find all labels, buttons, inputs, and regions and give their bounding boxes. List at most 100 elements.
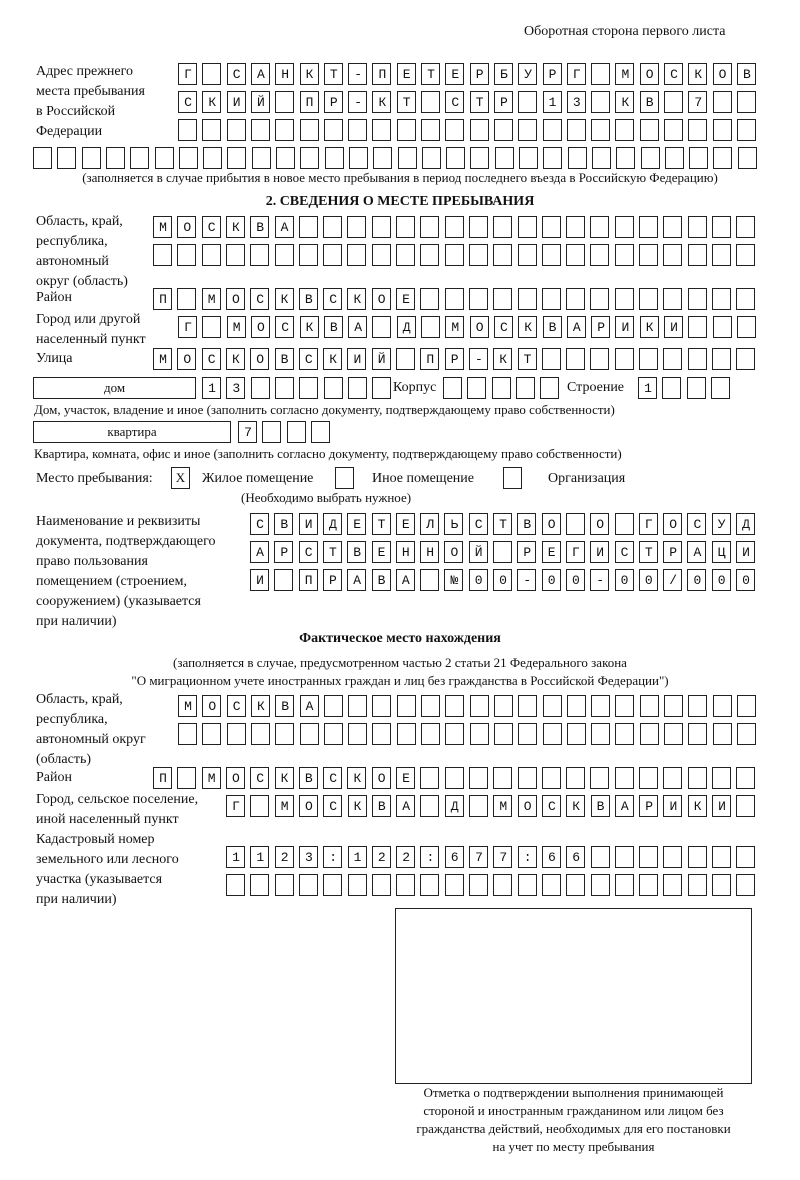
char-cell[interactable] (177, 348, 197, 370)
char-cell[interactable] (274, 846, 294, 868)
checkbox-organization[interactable] (503, 467, 522, 489)
char-cell[interactable] (517, 767, 537, 789)
char-cell[interactable] (639, 795, 659, 817)
char-cell[interactable] (396, 244, 415, 266)
char-cell[interactable] (299, 119, 319, 141)
char-cell[interactable] (663, 348, 683, 370)
char-cell[interactable] (226, 874, 245, 896)
char-cell[interactable] (57, 147, 77, 169)
char-cell[interactable] (323, 874, 343, 896)
char-cell[interactable] (153, 216, 172, 238)
char-cell[interactable] (517, 874, 537, 896)
char-cell[interactable] (638, 569, 658, 591)
char-cell[interactable] (201, 767, 221, 789)
char-cell[interactable] (469, 316, 489, 338)
char-cell[interactable] (324, 147, 344, 169)
char-cell[interactable] (639, 846, 659, 868)
char-cell[interactable] (347, 244, 367, 266)
char-cell[interactable] (323, 723, 343, 745)
char-cell[interactable] (663, 216, 683, 238)
char-cell[interactable] (299, 316, 319, 338)
char-cell[interactable] (590, 795, 610, 817)
char-cell[interactable] (201, 348, 221, 370)
char-cell[interactable] (566, 795, 586, 817)
char-cell[interactable] (347, 216, 367, 238)
char-cell[interactable] (347, 569, 367, 591)
char-cell[interactable] (371, 541, 391, 563)
char-cell[interactable] (322, 513, 342, 535)
char-cell[interactable] (226, 846, 245, 868)
char-cell[interactable] (445, 63, 465, 85)
char-cell[interactable] (542, 723, 562, 745)
char-cell[interactable] (274, 541, 294, 563)
char-cell[interactable] (614, 244, 634, 266)
char-cell[interactable] (371, 348, 391, 370)
char-cell[interactable] (323, 846, 343, 868)
char-cell[interactable] (638, 377, 657, 399)
char-cell[interactable] (177, 216, 197, 238)
char-cell[interactable] (420, 541, 440, 563)
char-cell[interactable] (711, 348, 731, 370)
char-cell[interactable] (566, 91, 586, 113)
char-cell[interactable] (250, 767, 270, 789)
char-cell[interactable] (445, 119, 465, 141)
char-cell[interactable] (541, 216, 561, 238)
char-cell[interactable] (493, 723, 513, 745)
char-cell[interactable] (639, 316, 659, 338)
char-cell[interactable] (468, 216, 488, 238)
char-cell[interactable] (687, 348, 707, 370)
char-cell[interactable] (372, 316, 392, 338)
char-cell[interactable] (298, 767, 318, 789)
char-cell[interactable] (664, 119, 683, 141)
char-cell[interactable] (274, 513, 294, 535)
char-cell[interactable] (225, 288, 245, 310)
char-cell[interactable] (226, 377, 246, 399)
char-cell[interactable] (299, 695, 319, 717)
char-cell[interactable] (347, 348, 367, 370)
char-cell[interactable] (493, 119, 513, 141)
char-cell[interactable] (638, 541, 658, 563)
char-cell[interactable] (348, 63, 368, 85)
char-cell[interactable] (225, 244, 245, 266)
char-cell[interactable] (491, 377, 511, 399)
house-type-field[interactable]: дом (33, 377, 196, 399)
char-cell[interactable] (395, 541, 415, 563)
char-cell[interactable] (201, 216, 221, 238)
char-cell[interactable] (81, 147, 101, 169)
char-cell[interactable] (614, 513, 634, 535)
char-cell[interactable] (226, 63, 246, 85)
char-cell[interactable] (177, 767, 197, 789)
char-cell[interactable] (736, 244, 756, 266)
char-cell[interactable] (420, 348, 440, 370)
char-cell[interactable] (420, 874, 440, 896)
char-cell[interactable] (274, 795, 294, 817)
char-cell[interactable] (591, 147, 611, 169)
char-cell[interactable] (250, 513, 269, 535)
char-cell[interactable] (566, 767, 586, 789)
char-cell[interactable] (518, 695, 538, 717)
char-cell[interactable] (517, 846, 537, 868)
char-cell[interactable] (372, 377, 392, 399)
char-cell[interactable] (203, 147, 223, 169)
char-cell[interactable] (371, 846, 391, 868)
char-cell[interactable] (275, 695, 295, 717)
char-cell[interactable] (590, 513, 610, 535)
char-cell[interactable] (250, 91, 270, 113)
char-cell[interactable] (664, 723, 683, 745)
char-cell[interactable] (517, 795, 537, 817)
char-cell[interactable] (711, 288, 731, 310)
char-cell[interactable] (323, 767, 343, 789)
char-cell[interactable] (396, 91, 416, 113)
char-cell[interactable] (713, 147, 733, 169)
char-cell[interactable] (493, 795, 513, 817)
char-cell[interactable] (202, 377, 221, 399)
char-cell[interactable] (347, 767, 367, 789)
char-cell[interactable] (639, 119, 659, 141)
char-cell[interactable] (469, 874, 488, 896)
char-cell[interactable] (226, 795, 245, 817)
char-cell[interactable] (202, 695, 222, 717)
char-cell[interactable] (323, 316, 343, 338)
char-cell[interactable] (371, 513, 391, 535)
char-cell[interactable] (371, 795, 391, 817)
char-cell[interactable] (712, 874, 731, 896)
